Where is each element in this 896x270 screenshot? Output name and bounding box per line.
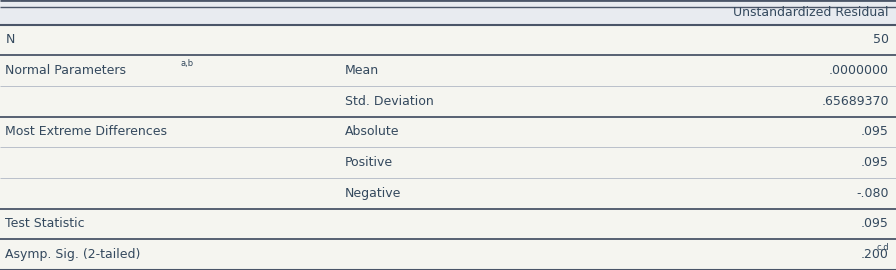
Text: 50: 50 [873,33,889,46]
Text: a,b: a,b [180,59,194,68]
Text: -.080: -.080 [857,187,889,200]
Text: Most Extreme Differences: Most Extreme Differences [5,126,168,139]
Text: Asymp. Sig. (2-tailed): Asymp. Sig. (2-tailed) [5,248,141,261]
Text: .200: .200 [861,248,889,261]
Text: N: N [5,33,14,46]
Bar [0,0,896,25]
Text: .095: .095 [861,217,889,231]
Text: Std. Deviation: Std. Deviation [345,95,434,108]
Text: .095: .095 [861,156,889,169]
Text: Positive: Positive [345,156,393,169]
Text: .65689370: .65689370 [822,95,889,108]
Text: Test Statistic: Test Statistic [5,217,85,231]
Text: .0000000: .0000000 [829,64,889,77]
Text: Normal Parameters: Normal Parameters [5,64,126,77]
Text: c,d: c,d [876,244,889,252]
Text: Unstandardized Residual: Unstandardized Residual [733,6,889,19]
Text: Negative: Negative [345,187,401,200]
Text: Absolute: Absolute [345,126,400,139]
Text: .095: .095 [861,126,889,139]
Text: Mean: Mean [345,64,379,77]
